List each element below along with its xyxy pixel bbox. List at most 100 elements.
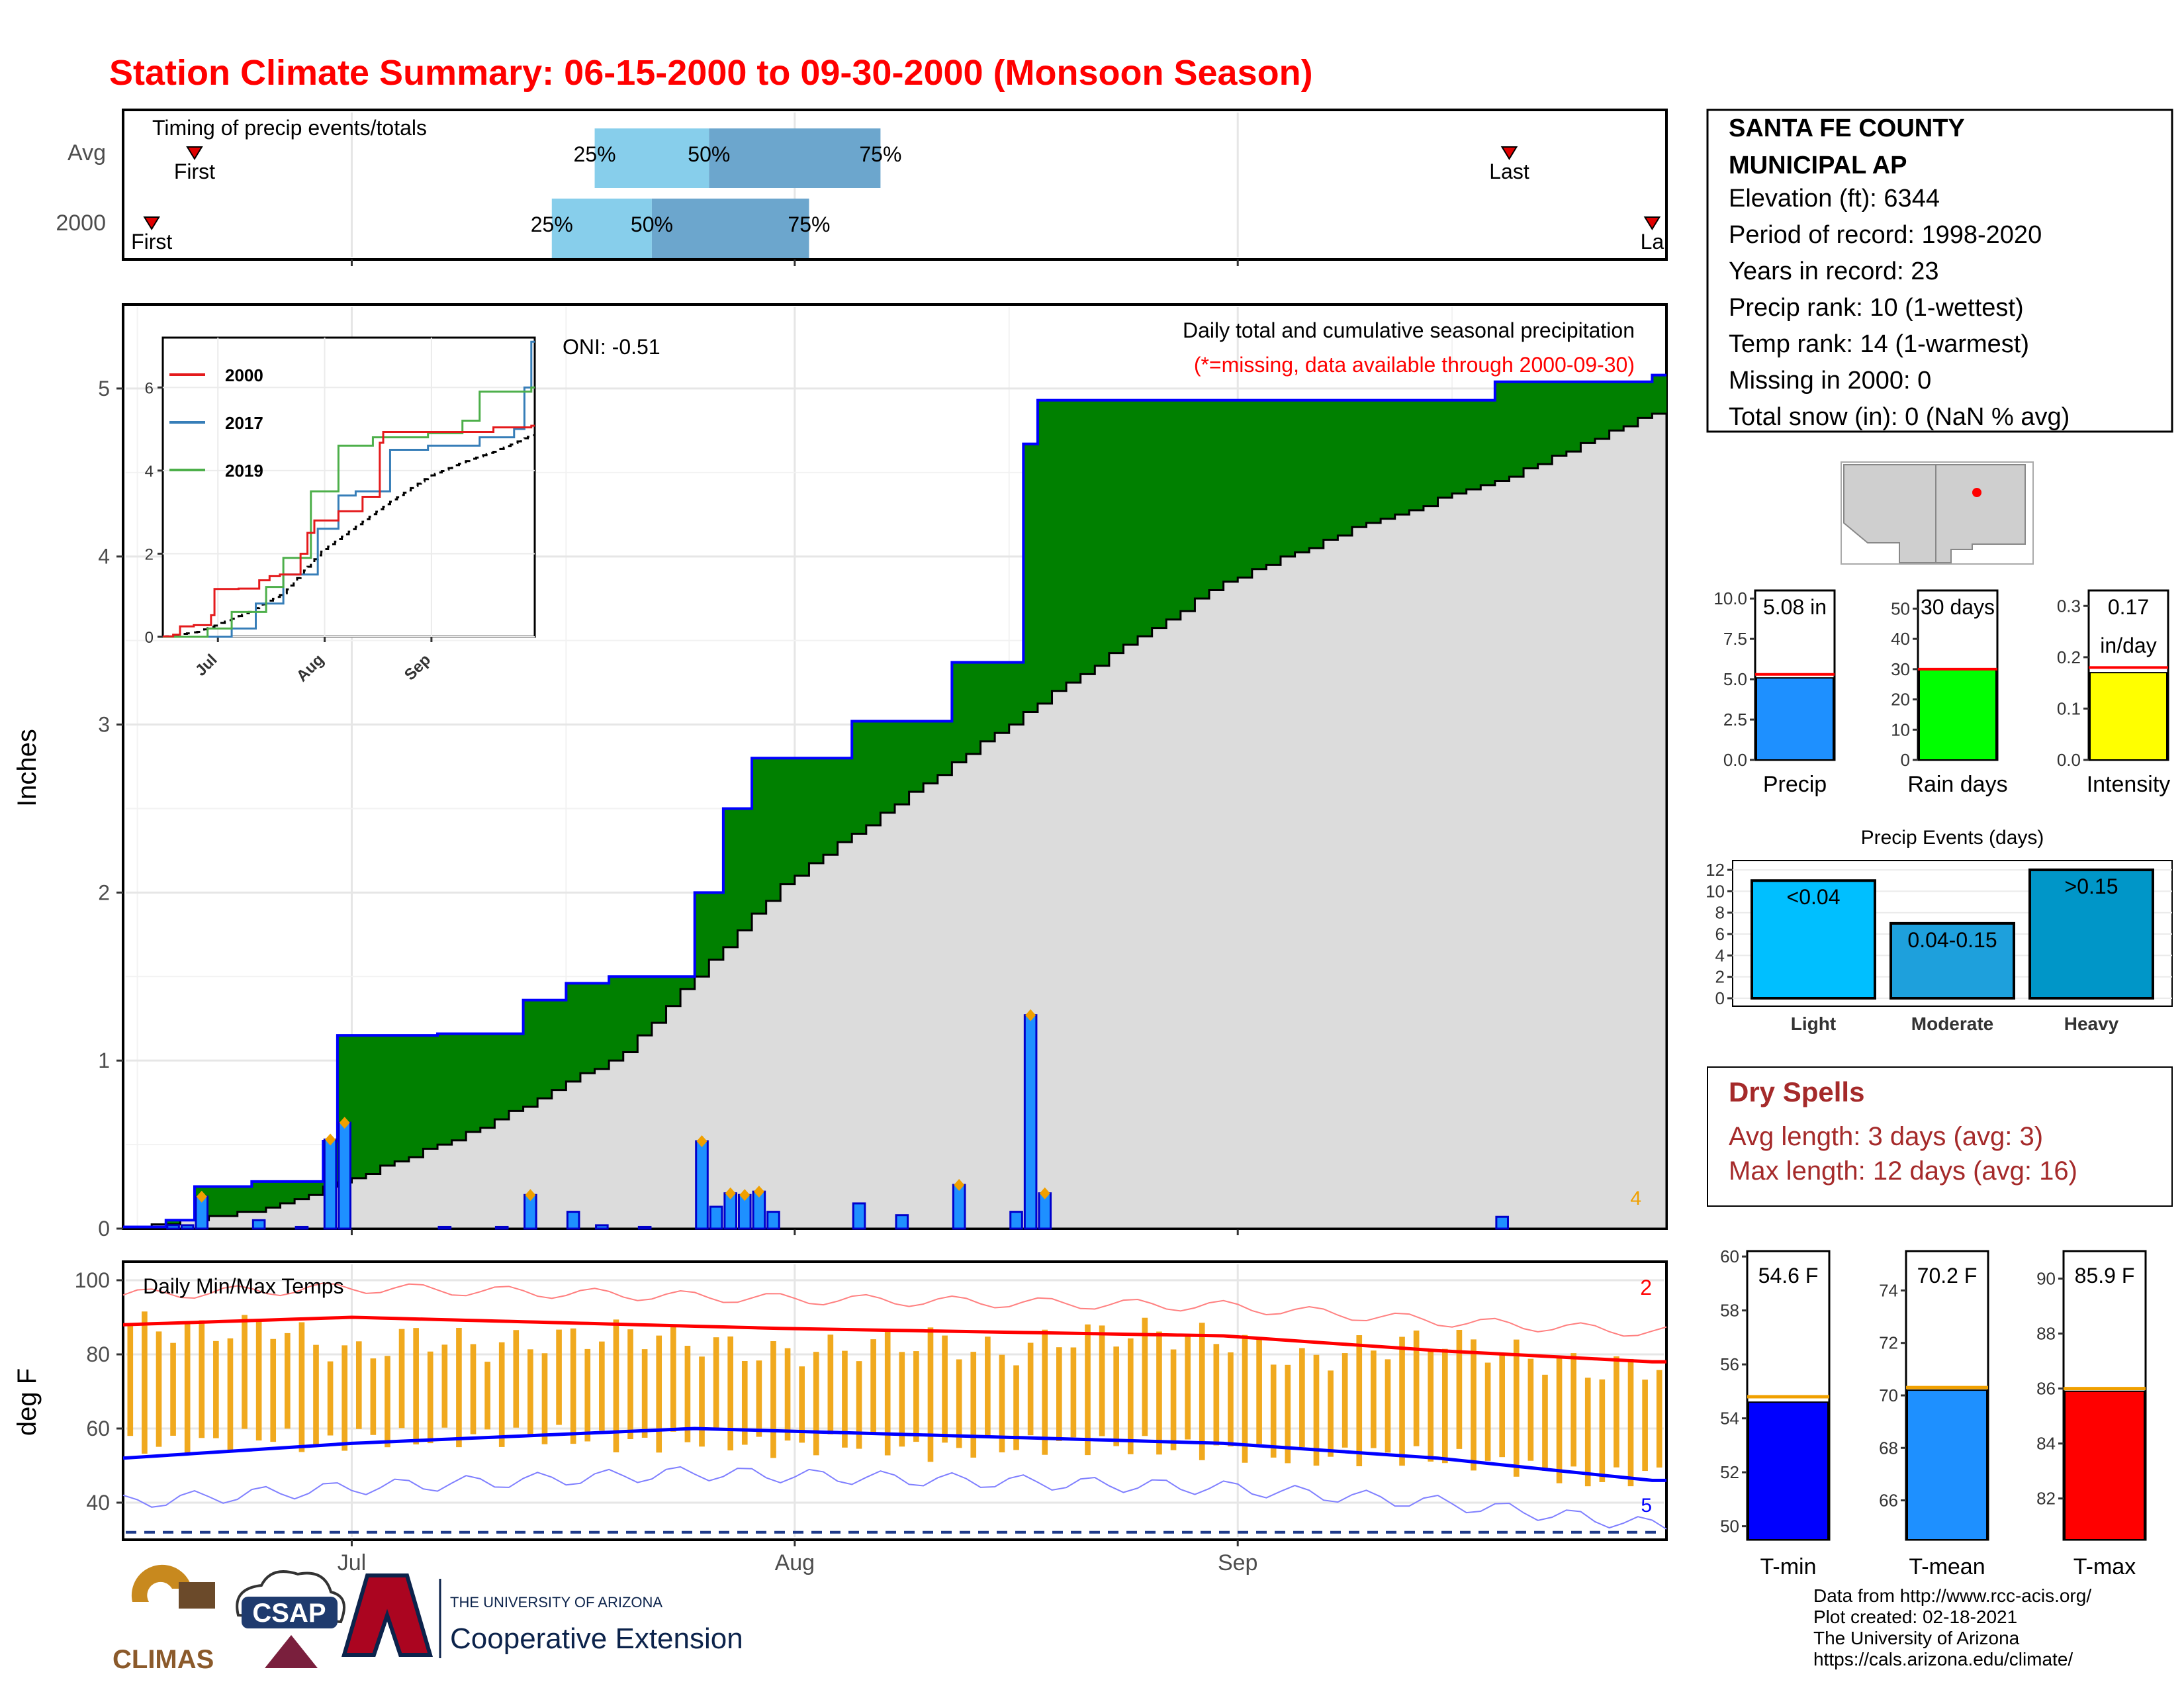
daily-temp-range-bar xyxy=(570,1328,576,1444)
station-info-line: Years in record: 23 xyxy=(1729,258,1939,285)
summary-bar-tick-label: 40 xyxy=(1891,629,1910,649)
daily-precip-bar xyxy=(323,1138,338,1230)
precip-event-bar xyxy=(2028,868,2154,1000)
daily-precip-bar xyxy=(895,1214,909,1230)
daily-temp-range-bar xyxy=(770,1341,776,1458)
daily-temp-range-bar xyxy=(1542,1374,1548,1471)
summary-bar-tick-label: 10.0 xyxy=(1713,588,1747,608)
record-precip-marker xyxy=(325,1133,336,1146)
daily-temp-range-bar xyxy=(1099,1325,1105,1436)
credit-line-2: Plot created: 02-18-2021 xyxy=(1813,1607,2017,1627)
daily-temp-range-bar xyxy=(599,1341,605,1431)
daily-precip-bar xyxy=(1009,1211,1023,1230)
temp-bar-value: 54.6 F xyxy=(1758,1264,1819,1288)
daily-temp-range-bar xyxy=(1499,1354,1506,1458)
station-location-marker xyxy=(1972,488,1981,497)
summary-bar-tick-label: 30 xyxy=(1891,659,1910,679)
new-mexico-shape xyxy=(1935,464,2026,563)
credit-line-1: Data from http://www.rcc-acis.org/ xyxy=(1813,1585,2091,1606)
climas-emblem-block xyxy=(179,1582,215,1609)
temp-count-lo: 5 xyxy=(1641,1495,1652,1517)
daily-temp-range-bar xyxy=(1527,1358,1534,1461)
timing-box-50-75 xyxy=(709,128,881,188)
month-tick-label: Jul xyxy=(338,1550,366,1575)
daily-precip-bar xyxy=(566,1211,580,1230)
summary-bar-value: 5.08 in xyxy=(1763,595,1827,619)
temp-bar-tick-label: 66 xyxy=(1879,1491,1898,1511)
daily-temp-range-bar xyxy=(1228,1352,1234,1447)
csap-banner xyxy=(242,1597,338,1628)
daily-temp-range-bar xyxy=(1484,1362,1491,1461)
events-tick-label: 6 xyxy=(1715,924,1725,944)
daily-temp-range-bar xyxy=(1027,1342,1034,1436)
temp-bar-tick-label: 50 xyxy=(1720,1517,1739,1536)
csap-mountain xyxy=(265,1635,318,1668)
precip-y-tick-label: 5 xyxy=(98,377,110,400)
daily-temp-range-bar xyxy=(584,1348,591,1442)
daily-temp-range-bar xyxy=(913,1351,919,1442)
daily-temp-range-bar xyxy=(1627,1358,1634,1487)
events-tick-label: 8 xyxy=(1715,903,1725,923)
summary-bars: 0.0 2.5 5.0 7.5 10.0 5.08 in Precip 0 10 20 30 40 50… xyxy=(1713,588,2170,797)
precip-y-tick-label: 0 xyxy=(98,1217,110,1241)
station-info-line: Total snow (in): 0 (NaN % avg) xyxy=(1729,403,2070,431)
timing-panel: Timing of precip events/totals 25% 50% 75%… xyxy=(56,109,1668,266)
daily-temp-range-bar xyxy=(1113,1346,1120,1446)
record-max-line xyxy=(122,1282,1667,1337)
daily-temp-range-bar xyxy=(1342,1353,1348,1448)
precip-y-tick-label: 3 xyxy=(98,713,110,737)
record-precip-marker xyxy=(753,1186,764,1198)
daily-temp-range-bar xyxy=(284,1333,291,1429)
temp-y-tick-label: 60 xyxy=(86,1417,110,1440)
temp-bar-name: T-mean xyxy=(1909,1554,1985,1579)
summary-bar-tick-label: 0.0 xyxy=(1723,750,1747,770)
temp-panel-frame xyxy=(122,1260,1668,1541)
inset-frame xyxy=(161,336,536,638)
daily-temp-range-bar xyxy=(1285,1364,1291,1464)
ua-line-1: THE UNIVERSITY OF ARIZONA xyxy=(450,1594,662,1611)
temp-bar-fill xyxy=(1907,1389,1987,1541)
normal-max-line xyxy=(122,1315,1666,1364)
precip-event-bar-label: 0.04-0.15 xyxy=(1907,928,1997,952)
legend-label-2017: 2017 xyxy=(225,413,263,433)
inset-2000-line xyxy=(163,424,535,637)
temp-bar-tick-label: 58 xyxy=(1720,1301,1739,1321)
precip-y-label: Inches xyxy=(13,729,42,807)
temp-y-tick-label: 100 xyxy=(75,1268,110,1292)
daily-temp-range-bar xyxy=(713,1337,719,1430)
daily-temp-range-bar xyxy=(927,1327,934,1462)
station-info-line: Temp rank: 14 (1-warmest) xyxy=(1729,330,2029,358)
timing-row-label-avg: Avg xyxy=(68,140,106,165)
daily-temp-range-bar xyxy=(398,1329,405,1429)
summary-bar-name: Rain days xyxy=(1907,772,2007,797)
station-info-line: Elevation (ft): 6344 xyxy=(1729,185,1940,212)
temp-bar-tick-label: 72 xyxy=(1879,1333,1898,1353)
timing-p75-label: 75% xyxy=(859,142,901,166)
daily-temp-range-bar xyxy=(1584,1378,1591,1487)
daily-temp-range-bar xyxy=(213,1340,219,1438)
inset-y-tick-label: 4 xyxy=(145,463,154,481)
month-x-axis: Jul Aug Sep xyxy=(338,1540,1257,1575)
temp-bar-tick-label: 60 xyxy=(1720,1246,1739,1266)
timing-box-25-50 xyxy=(551,199,652,258)
summary-bar-tick-label: 0.2 xyxy=(2057,647,2081,667)
timing-p25-label: 25% xyxy=(574,142,616,166)
timing-marker xyxy=(143,216,160,230)
timing-box-25-50 xyxy=(594,128,709,188)
daily-temp-range-bar xyxy=(1242,1335,1248,1463)
timing-title: Timing of precip events/totals xyxy=(152,116,427,140)
daily-precip-bar xyxy=(709,1205,723,1230)
record-precip-marker xyxy=(739,1189,751,1201)
daily-precip-bar xyxy=(295,1225,309,1230)
daily-temp-range-bar xyxy=(956,1359,962,1448)
daily-temp-range-bar xyxy=(199,1320,205,1438)
daily-precip-bar xyxy=(338,1121,351,1230)
timing-marker xyxy=(1643,216,1661,230)
daily-temp-range-bar xyxy=(613,1319,619,1452)
daily-temp-range-bar xyxy=(1213,1344,1220,1446)
temp-bar-fill xyxy=(1748,1401,1829,1541)
precip-y-axis: 0 1 2 3 4 5 xyxy=(98,377,123,1241)
